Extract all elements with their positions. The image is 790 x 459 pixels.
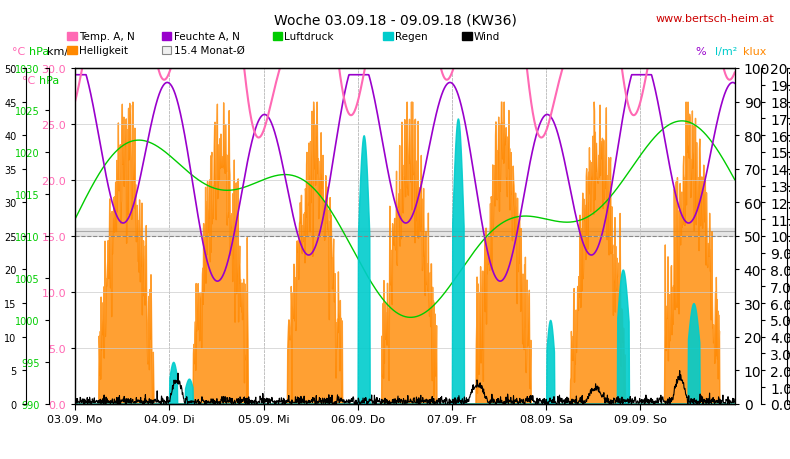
Text: Feuchte A, N: Feuchte A, N — [174, 32, 239, 42]
Text: Wind: Wind — [474, 32, 500, 42]
Text: 15.4 Monat-Ø: 15.4 Monat-Ø — [174, 45, 245, 56]
Text: Woche 03.09.18 - 09.09.18 (KW36): Woche 03.09.18 - 09.09.18 (KW36) — [273, 14, 517, 28]
Text: km/h: km/h — [47, 47, 76, 57]
Text: Temp. A, N: Temp. A, N — [79, 32, 135, 42]
Text: %: % — [695, 47, 705, 57]
Text: °C: °C — [12, 47, 25, 57]
Text: hPa: hPa — [39, 76, 59, 85]
Text: l/m²: l/m² — [715, 47, 737, 57]
Text: Luftdruck: Luftdruck — [284, 32, 334, 42]
Text: www.bertsch-heim.at: www.bertsch-heim.at — [656, 14, 774, 24]
Text: °C: °C — [22, 76, 36, 85]
Text: hPa: hPa — [29, 47, 50, 57]
Text: Helligkeit: Helligkeit — [79, 45, 128, 56]
Bar — [75, 229, 735, 235]
Text: Regen: Regen — [395, 32, 427, 42]
Text: klux: klux — [743, 47, 766, 57]
